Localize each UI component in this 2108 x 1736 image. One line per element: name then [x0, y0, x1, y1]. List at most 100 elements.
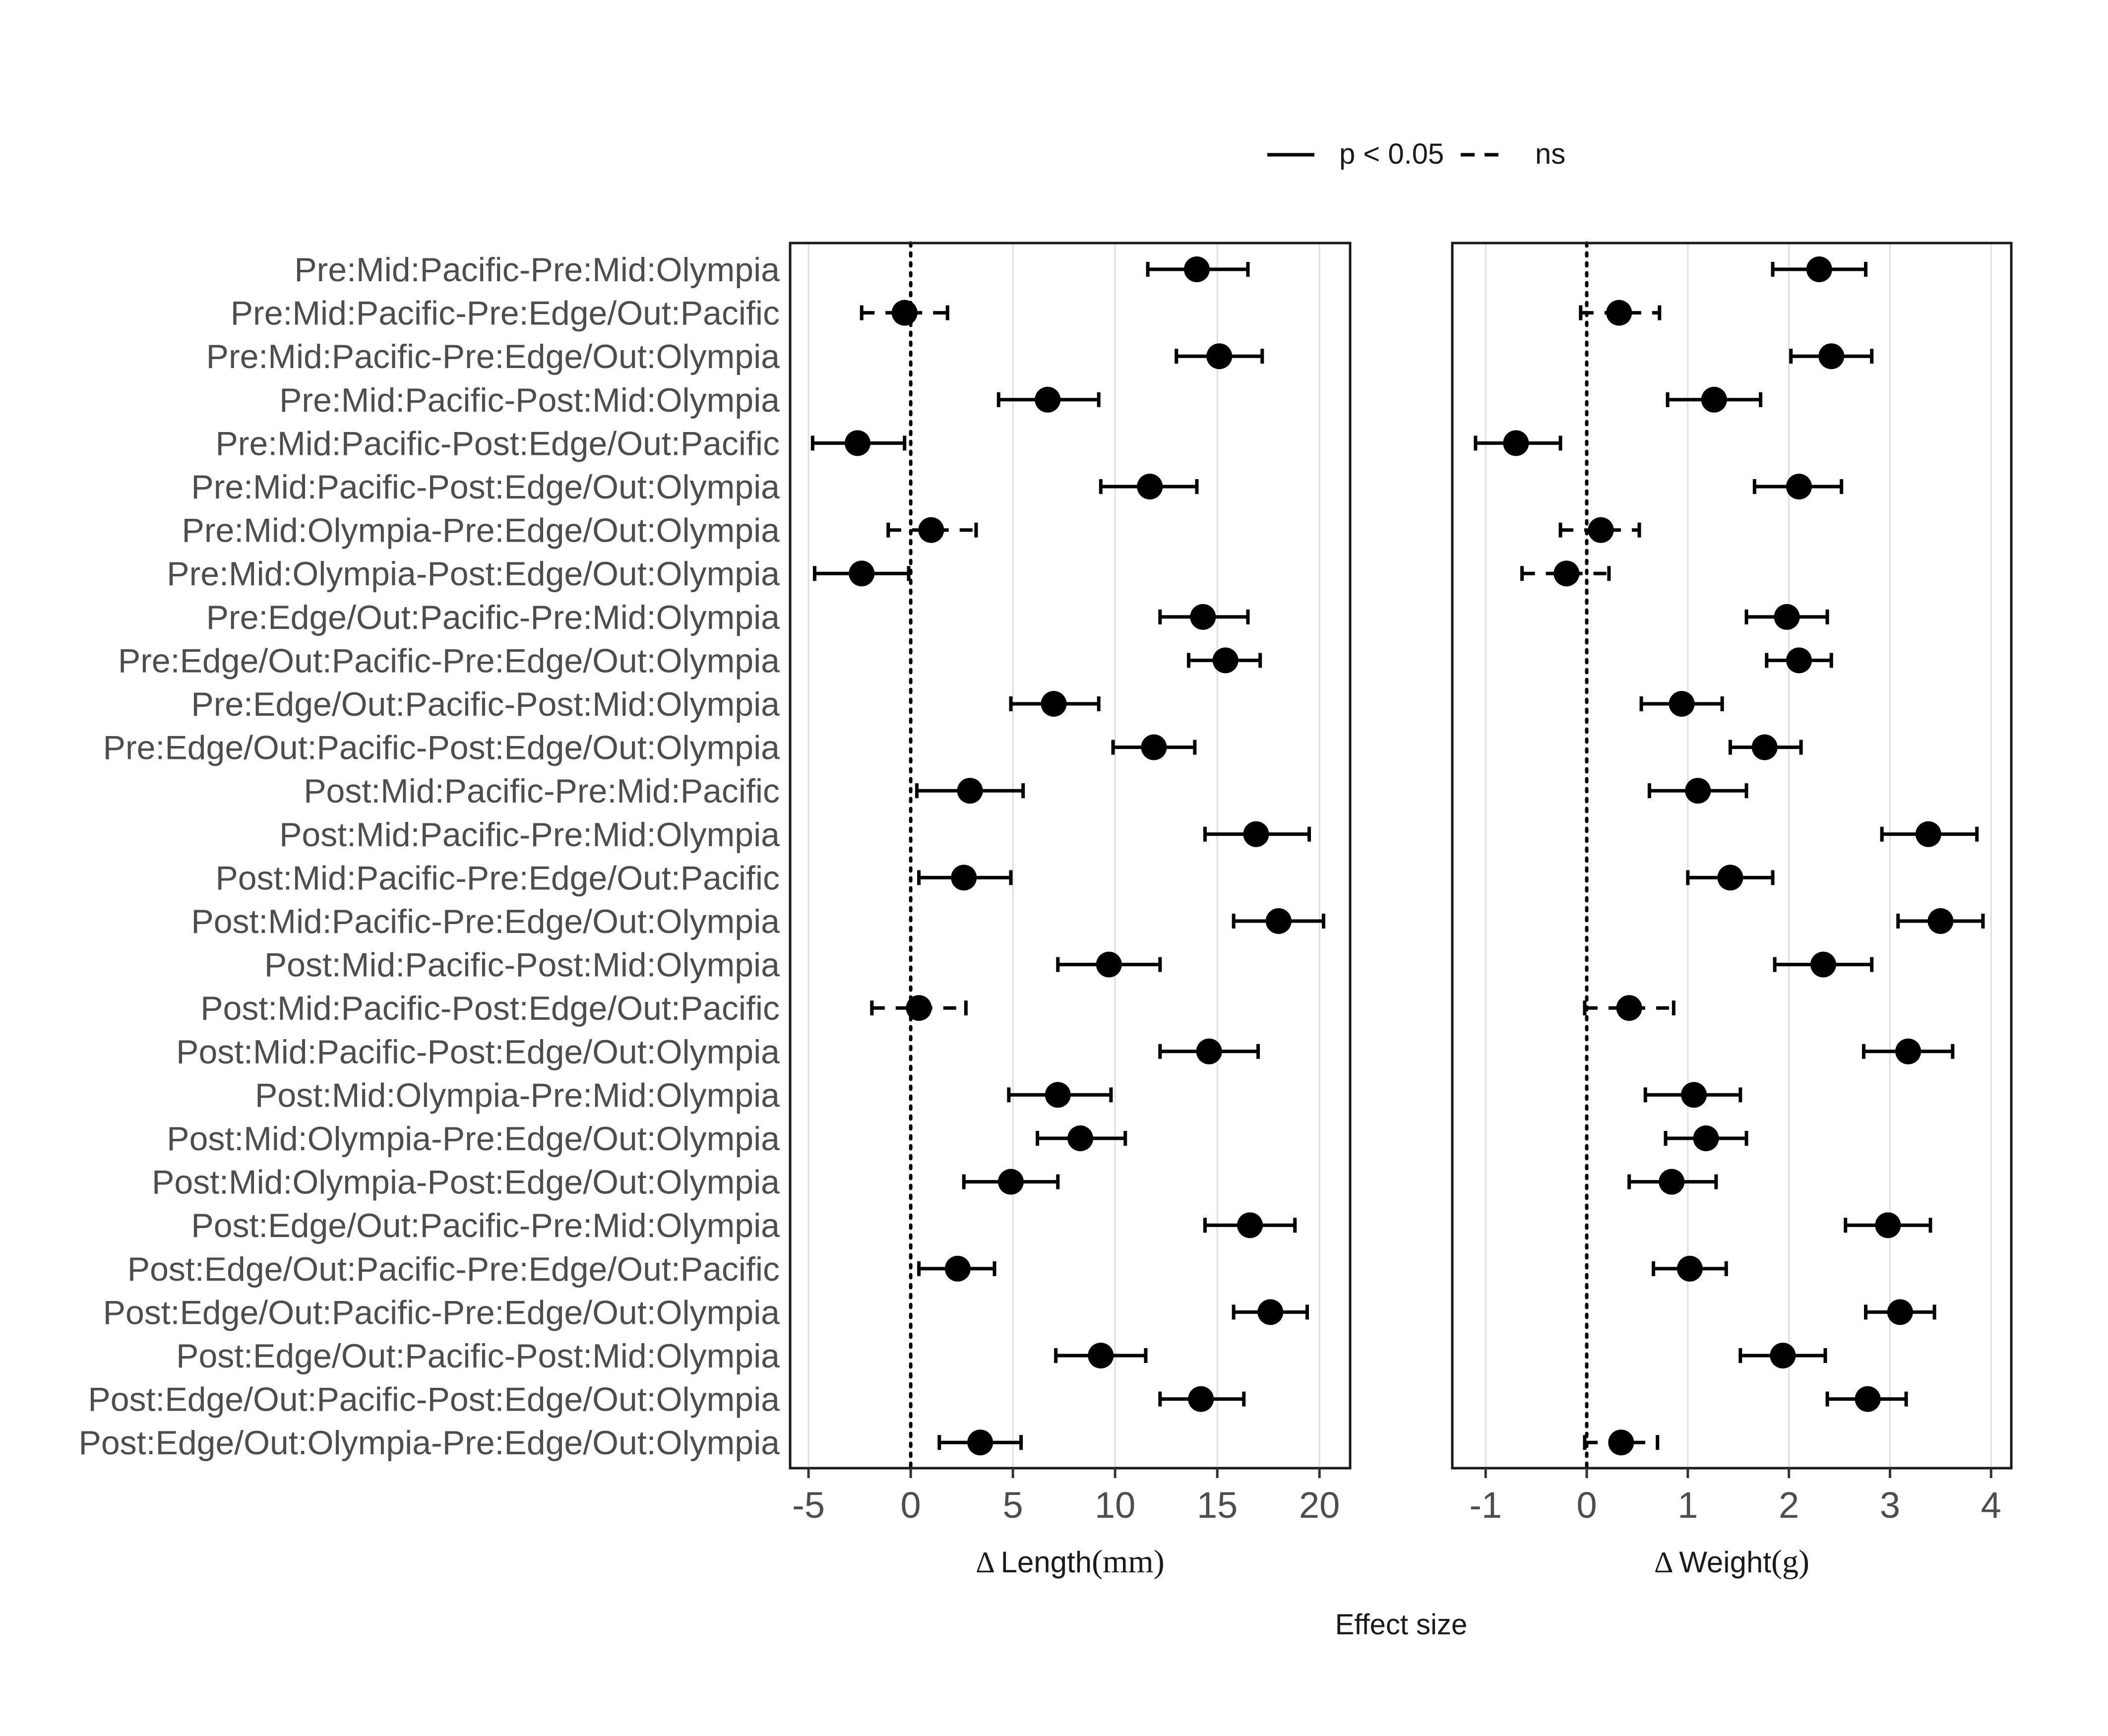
legend-label-significant: p < 0.05 — [1339, 138, 1444, 170]
y-tick-label: Post:Mid:Olympia-Pre:Mid:Olympia — [255, 1076, 780, 1114]
effect-estimate — [1558, 517, 1641, 543]
effect-estimate — [886, 517, 978, 543]
effect-estimate — [1880, 821, 1979, 847]
point-estimate — [1088, 1343, 1114, 1368]
effect-estimate — [1861, 1038, 1955, 1064]
effect-estimate — [1175, 343, 1264, 370]
effect-estimate — [1186, 647, 1262, 674]
y-tick-label: Pre:Mid:Olympia-Pre:Edge/Out:Olympia — [182, 512, 780, 550]
effect-estimate — [1765, 647, 1833, 674]
point-estimate — [1855, 1386, 1881, 1412]
x-axis-title: Δ Length(mm) — [976, 1544, 1164, 1580]
effect-estimate — [1627, 1169, 1718, 1195]
effect-estimate — [1203, 821, 1311, 847]
legend: p < 0.05 ns — [1267, 138, 1565, 170]
effect-estimate — [1203, 1212, 1297, 1239]
point-estimate — [998, 1169, 1024, 1195]
point-estimate — [1553, 560, 1580, 587]
effect-estimate — [1146, 256, 1250, 282]
point-estimate — [1212, 647, 1239, 674]
point-estimate — [1915, 821, 1941, 847]
x-tick-label: 2 — [1779, 1485, 1799, 1526]
point-estimate — [1895, 1038, 1922, 1064]
point-estimate — [1188, 1386, 1214, 1412]
y-tick-label: Pre:Edge/Out:Pacific-Pre:Edge/Out:Olympi… — [118, 642, 780, 680]
y-tick-label: Pre:Mid:Pacific-Post:Edge/Out:Olympia — [191, 468, 780, 506]
effect-estimate — [1647, 778, 1748, 804]
effect-estimate — [1054, 1343, 1148, 1368]
y-tick-label: Post:Edge/Out:Pacific-Pre:Edge/Out:Olymp… — [103, 1294, 780, 1331]
point-estimate — [957, 778, 983, 804]
effect-estimate — [1686, 865, 1775, 891]
y-tick-label: Post:Mid:Pacific-Pre:Edge/Out:Pacific — [215, 859, 780, 897]
point-estimate — [1786, 474, 1812, 499]
effect-estimate — [1652, 1255, 1728, 1282]
x-axis-title: Δ Weight(g) — [1654, 1544, 1809, 1580]
point-estimate — [1096, 951, 1122, 978]
point-estimate — [1588, 517, 1614, 543]
y-tick-label: Pre:Mid:Pacific-Post:Edge/Out:Pacific — [215, 425, 780, 462]
x-tick-label: 10 — [1095, 1485, 1135, 1526]
weight-panel: -1 0 1 2 3 4 Δ Weight(g) — [1451, 241, 2013, 1580]
common-x-axis-label: Effect size — [1335, 1609, 1468, 1641]
point-estimate — [1681, 1082, 1707, 1108]
effect-estimate — [917, 1255, 996, 1282]
point-estimate — [1717, 865, 1743, 891]
y-tick-label: Pre:Edge/Out:Pacific-Pre:Mid:Olympia — [206, 599, 780, 636]
x-tick-label: 4 — [1981, 1485, 2001, 1526]
effect-estimate — [1844, 1212, 1932, 1239]
effect-estimate — [1639, 691, 1724, 717]
point-estimate — [918, 517, 944, 543]
point-estimate — [1206, 343, 1233, 370]
y-tick-label: Post:Mid:Pacific-Post:Mid:Olympia — [264, 946, 780, 984]
effect-estimate — [1583, 1429, 1660, 1456]
y-tick-label: Pre:Mid:Pacific-Post:Mid:Olympia — [279, 381, 780, 419]
x-tick-label: -1 — [1469, 1485, 1502, 1526]
y-tick-label: Post:Mid:Olympia-Post:Edge/Out:Olympia — [152, 1164, 780, 1201]
y-tick-label: Pre:Mid:Pacific-Pre:Edge/Out:Olympia — [206, 338, 780, 375]
x-tick-label: 1 — [1677, 1485, 1698, 1526]
effect-estimate — [1773, 951, 1874, 978]
point-estimate — [1887, 1299, 1913, 1325]
effect-estimate — [962, 1169, 1060, 1195]
effect-estimate — [1744, 604, 1829, 630]
point-estimate — [1751, 734, 1778, 760]
y-tick-label: Post:Edge/Out:Pacific-Pre:Edge/Out:Pacif… — [127, 1250, 780, 1288]
panel-border — [789, 242, 1352, 1470]
effect-estimate — [1664, 1125, 1748, 1151]
point-estimate — [1045, 1082, 1071, 1108]
effect-estimate — [860, 300, 949, 326]
y-tick-label: Post:Mid:Pacific-Post:Edge/Out:Olympia — [176, 1033, 780, 1071]
y-tick-label: Post:Edge/Out:Pacific-Post:Mid:Olympia — [176, 1337, 780, 1375]
effect-estimate — [1864, 1299, 1936, 1325]
point-estimate — [944, 1255, 971, 1282]
point-estimate — [1806, 256, 1832, 282]
x-tick-label: 0 — [1576, 1485, 1597, 1526]
panel-border — [1451, 242, 2013, 1470]
effect-estimate — [812, 560, 911, 587]
effect-estimate — [1752, 474, 1844, 499]
y-tick-label: Pre:Mid:Pacific-Pre:Mid:Olympia — [294, 251, 780, 289]
y-tick-label: Post:Mid:Pacific-Post:Edge/Out:Pacific — [200, 990, 780, 1027]
point-estimate — [1141, 734, 1167, 760]
y-tick-label: Pre:Mid:Olympia-Post:Edge/Out:Olympia — [167, 555, 780, 593]
effect-estimate — [1056, 951, 1162, 978]
effect-estimate — [1643, 1082, 1742, 1108]
point-estimate — [1196, 1038, 1222, 1064]
x-tick-label: 20 — [1299, 1485, 1340, 1526]
point-estimate — [1875, 1212, 1901, 1239]
y-tick-label: Pre:Mid:Pacific-Pre:Edge/Out:Pacific — [231, 295, 780, 332]
point-estimate — [1774, 604, 1800, 630]
effect-estimate — [870, 995, 968, 1021]
effect-estimate — [1728, 734, 1803, 760]
effect-estimate — [1111, 734, 1197, 760]
y-tick-label: Pre:Edge/Out:Pacific-Post:Mid:Olympia — [191, 685, 780, 723]
effect-estimate — [1789, 343, 1874, 370]
point-estimate — [1685, 778, 1711, 804]
effect-estimate — [1099, 474, 1199, 499]
point-estimate — [1257, 1299, 1284, 1325]
point-estimate — [1693, 1125, 1719, 1151]
effect-estimate — [917, 865, 1013, 891]
point-estimate — [1669, 691, 1695, 717]
effect-estimate — [1158, 1386, 1246, 1412]
